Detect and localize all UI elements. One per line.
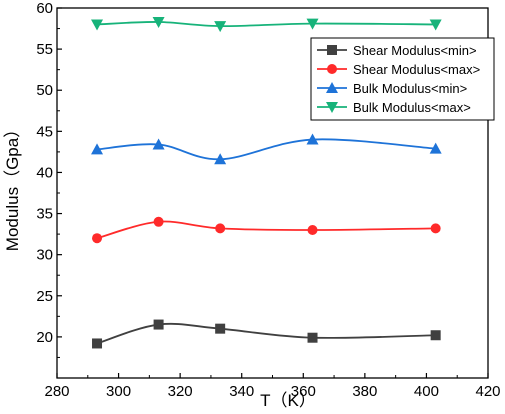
- series-line: [96, 220, 436, 240]
- data-point: [214, 153, 227, 165]
- legend-swatch-marker: [327, 64, 337, 74]
- series-line: [96, 21, 436, 27]
- data-point: [91, 19, 104, 31]
- data-point: [152, 138, 165, 150]
- x-tick-label: 420: [475, 383, 500, 400]
- legend-item: Shear Modulus<max>: [317, 62, 480, 77]
- series-layer: [91, 16, 442, 349]
- data-point: [429, 19, 442, 31]
- legend-label: Bulk Modulus<max>: [353, 100, 471, 115]
- data-point: [152, 16, 165, 28]
- y-tick-label: 40: [36, 164, 53, 181]
- x-tick-label: 400: [414, 383, 439, 400]
- data-point: [91, 143, 104, 155]
- legend-item: Bulk Modulus<max>: [317, 100, 471, 115]
- legend-item: Shear Modulus<min>: [317, 43, 477, 58]
- data-point: [429, 142, 442, 154]
- legend-swatch-marker: [326, 102, 338, 113]
- series-line: [96, 138, 436, 161]
- series-line: [96, 322, 436, 345]
- legend-item: Bulk Modulus<min>: [317, 81, 467, 96]
- series-3: [91, 16, 442, 33]
- legend-swatch-marker: [326, 82, 338, 93]
- y-tick-label: 45: [36, 123, 53, 140]
- x-tick-label: 320: [168, 383, 193, 400]
- x-axis-label: T（K）: [260, 391, 316, 410]
- legend-label: Shear Modulus<max>: [353, 62, 480, 77]
- data-point: [430, 330, 441, 341]
- y-tick-label: 55: [36, 41, 53, 58]
- x-tick-label: 360: [291, 383, 316, 400]
- data-point: [306, 18, 319, 30]
- legend: Shear Modulus<min> Shear Modulus<max> Bulk…: [310, 37, 495, 121]
- data-point: [430, 223, 441, 234]
- data-point: [92, 233, 103, 244]
- y-tick-label: 30: [36, 247, 53, 264]
- series-1: [92, 216, 441, 244]
- y-tick-label: 50: [36, 82, 53, 99]
- data-point: [307, 225, 318, 235]
- data-point: [215, 323, 226, 334]
- data-point: [215, 223, 226, 234]
- x-tick-label: 280: [44, 383, 69, 400]
- y-axis-label: Modulus（Gpa）: [3, 121, 22, 251]
- legend-label: Shear Modulus<min>: [353, 43, 477, 58]
- data-point: [153, 319, 164, 330]
- ticks-layer: 280 300 320 340 360 380 400 420 20 25 30 35 40 45 50 55…: [36, 0, 500, 400]
- x-tick-label: 300: [106, 383, 131, 400]
- data-point: [92, 338, 103, 349]
- legend-label: Bulk Modulus<min>: [353, 81, 467, 96]
- y-tick-label: 25: [36, 288, 53, 305]
- data-point: [214, 21, 227, 33]
- data-point: [153, 216, 164, 227]
- legend-swatch-marker: [327, 45, 337, 55]
- y-tick-label: 35: [36, 206, 53, 223]
- y-tick-label: 20: [36, 329, 53, 346]
- series-2: [91, 133, 442, 165]
- y-tick-label: 60: [36, 0, 53, 17]
- x-tick-label: 340: [229, 383, 254, 400]
- x-tick-label: 380: [352, 383, 377, 400]
- series-0: [92, 319, 441, 349]
- data-point: [306, 133, 319, 145]
- data-point: [307, 332, 318, 343]
